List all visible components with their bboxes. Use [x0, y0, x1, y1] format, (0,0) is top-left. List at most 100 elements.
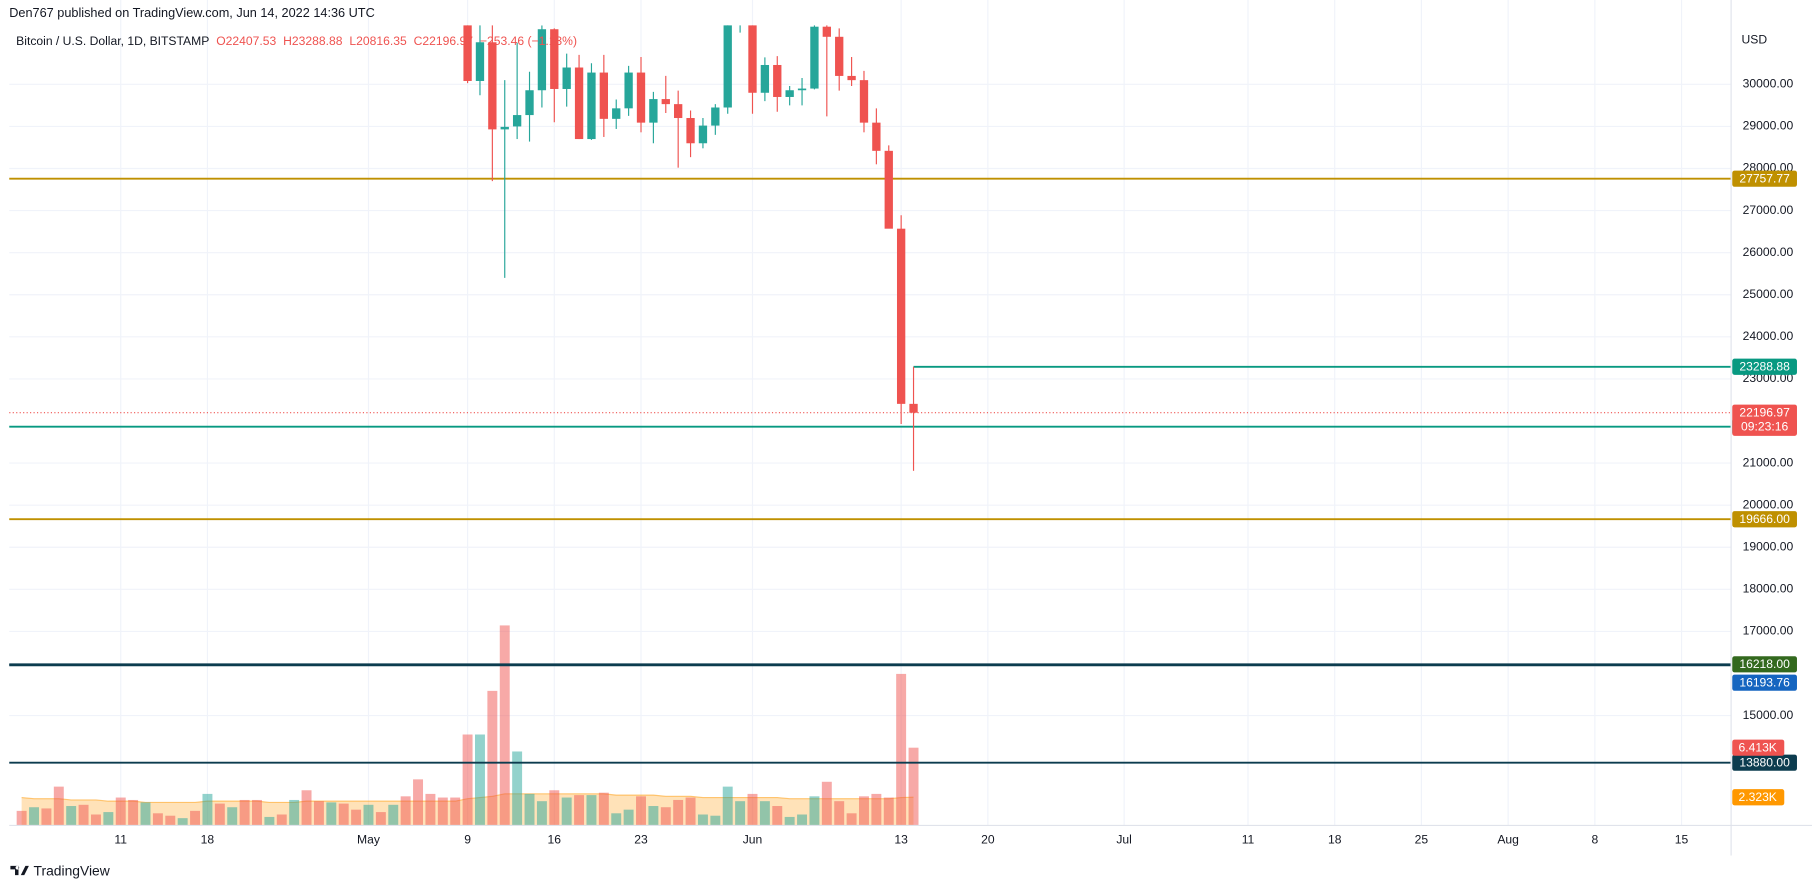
level-tag-bg — [1732, 674, 1797, 691]
level-tag-bg — [1732, 656, 1797, 673]
x-tick-label: 11 — [114, 833, 127, 847]
volume-bar — [896, 673, 907, 826]
volume-bar — [363, 804, 374, 826]
volume-bar — [351, 809, 362, 826]
volume-bar — [524, 793, 535, 826]
volume-bar — [598, 792, 609, 826]
volume-bar — [177, 818, 188, 826]
candle-body — [884, 150, 893, 229]
volume-bar — [400, 796, 411, 826]
candle-body — [550, 29, 559, 89]
volume-bar — [834, 801, 845, 826]
volume-bar — [190, 810, 201, 826]
volume-bar — [53, 786, 64, 826]
x-tick-label: 23 — [634, 833, 648, 847]
candle-body — [674, 104, 683, 119]
volume-bar — [747, 793, 758, 826]
x-tick-label: Jun — [743, 833, 763, 847]
volume-ma-tag-bg — [1732, 789, 1785, 806]
symbol: Bitcoin / U.S. Dollar, 1D, BITSTAMP — [16, 34, 209, 48]
candle-body — [574, 67, 584, 140]
volume-bar — [115, 797, 126, 826]
candle-body — [810, 26, 819, 89]
x-tick-label: May — [357, 833, 381, 847]
volume-bar — [301, 790, 312, 826]
volume-bar — [821, 781, 832, 826]
candles — [463, 25, 918, 471]
volume-bar — [78, 804, 89, 826]
candle-body — [773, 64, 782, 97]
currency: USD — [1742, 33, 1768, 47]
y-tick-label: 15000.00 — [1743, 708, 1794, 722]
y-tick-label: 21000.00 — [1743, 455, 1794, 469]
candle-body — [785, 90, 794, 97]
x-tick-label: 25 — [1415, 833, 1429, 847]
volume-bar — [16, 810, 27, 826]
x-tick-label: 15 — [1675, 833, 1689, 847]
axis-tags: 27757.7723288.8821864.8619666.0016218.00… — [1732, 170, 1797, 806]
ohlc-value: C22196.97 — [414, 34, 474, 48]
volume-bar — [214, 803, 225, 826]
volume-bar — [759, 801, 770, 826]
volume-bar — [859, 796, 869, 826]
volume-bar — [673, 799, 684, 826]
volume-bar — [908, 747, 919, 826]
last-price-tag-bg — [1732, 404, 1797, 436]
volume-bar — [809, 796, 820, 826]
volume-bar — [735, 801, 746, 826]
volume-tag: 6.413K — [1738, 740, 1776, 754]
y-tick-label: 20000.00 — [1743, 497, 1794, 511]
volume-bar — [536, 801, 547, 826]
volume-bar — [871, 793, 882, 826]
candle-body — [500, 126, 509, 130]
level-tag: 16193.76 — [1739, 675, 1790, 689]
candle-body — [612, 108, 621, 119]
candle-body — [896, 228, 906, 404]
candle-body — [859, 80, 869, 123]
levels — [9, 177, 1732, 764]
volume-bar — [772, 806, 783, 826]
volume-bar — [623, 809, 634, 826]
x-tick-label: 8 — [1591, 833, 1598, 847]
volume-bar — [660, 807, 671, 826]
y-tick-label: 30000.00 — [1743, 77, 1794, 91]
legend: Bitcoin / U.S. Dollar, 1D, BITSTAMP O224… — [16, 34, 577, 48]
candle-body — [649, 99, 658, 123]
ohlc-value: −253.46 (−1.13%) — [480, 34, 577, 48]
candle-body — [636, 72, 646, 123]
volume-bar — [487, 690, 498, 826]
volume-bar — [846, 813, 857, 826]
candle-body — [711, 107, 720, 126]
candle-body — [686, 118, 695, 144]
x-tick-label: 9 — [464, 833, 471, 847]
level-tag-bg — [1732, 511, 1797, 528]
volume-bar — [239, 799, 250, 826]
candle-body — [835, 36, 844, 76]
volume-bar — [413, 779, 424, 826]
candle-body — [872, 122, 881, 151]
footer-logo — [10, 865, 29, 876]
volume-bar — [276, 814, 287, 826]
candle-body — [748, 25, 757, 93]
volume-bar — [450, 797, 461, 826]
y-tick-label: 17000.00 — [1743, 624, 1794, 638]
y-tick-label: 24000.00 — [1743, 329, 1794, 343]
volume-ma-tag: 2.323K — [1738, 790, 1776, 804]
volume-bar — [636, 796, 646, 826]
ohlc-value: H23288.88 — [283, 34, 343, 48]
volume-bar — [561, 797, 572, 826]
candle-body — [463, 25, 472, 81]
volume-bar — [437, 797, 448, 826]
candle-body — [599, 72, 609, 119]
volume-bar — [549, 790, 560, 826]
volume-bar — [103, 812, 114, 826]
volume-bar — [128, 799, 139, 826]
level-tag-bg — [1732, 754, 1797, 771]
volume-bar — [227, 807, 238, 826]
volume-bar — [611, 813, 622, 826]
volume-bar — [90, 814, 101, 826]
y-tick-label: 26000.00 — [1743, 245, 1794, 259]
x-tick-label: 16 — [548, 833, 562, 847]
